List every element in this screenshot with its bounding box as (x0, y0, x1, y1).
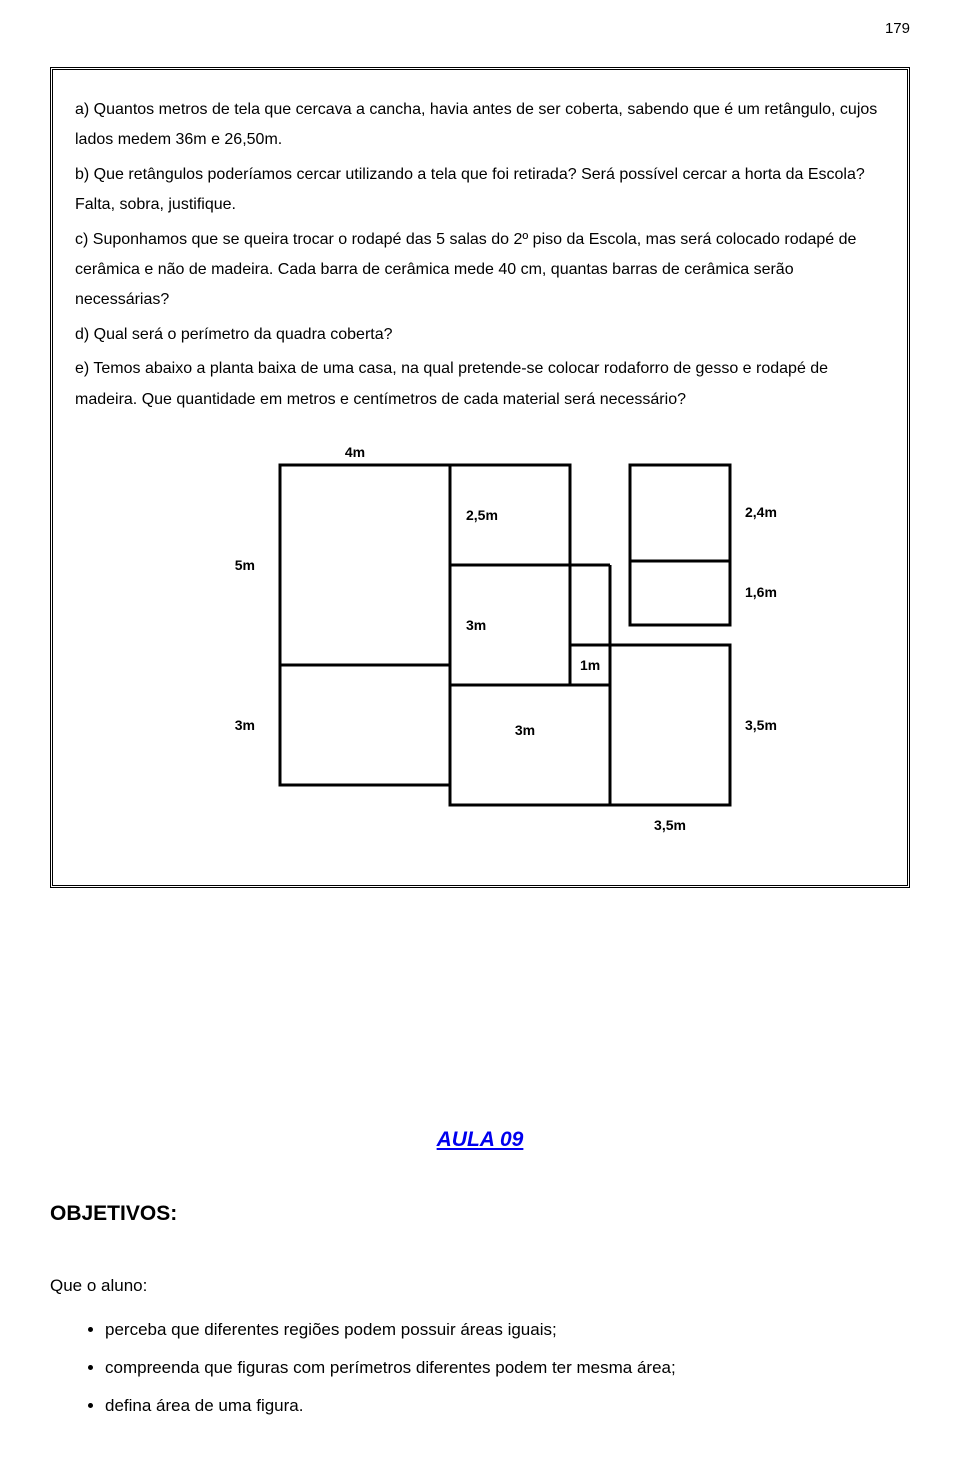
paragraph-e: e) Temos abaixo a planta baixa de uma ca… (75, 354, 885, 415)
label-2-5m: 2,5m (466, 507, 498, 523)
list-item: defina área de uma figura. (105, 1394, 910, 1418)
objetivos-heading: OBJETIVOS: (50, 1202, 910, 1226)
paragraph-c: c) Suponhamos que se queira trocar o rod… (75, 225, 885, 316)
list-item: compreenda que figuras com perímetros di… (105, 1356, 910, 1380)
floor-plan-container: 4m 5m 3m 2,5m 3m 1m 3m 2,4m 1,6m 3,5m 3,… (75, 435, 885, 860)
floor-plan-diagram: 4m 5m 3m 2,5m 3m 1m 3m 2,4m 1,6m 3,5m 3,… (160, 435, 800, 860)
label-3m-left: 3m (235, 717, 255, 733)
label-5m: 5m (235, 557, 255, 573)
page-number: 179 (50, 20, 910, 37)
que-o-aluno: Que o aluno: (50, 1276, 910, 1296)
label-3-5m-bottom: 3,5m (654, 817, 686, 833)
label-2-4m: 2,4m (745, 504, 777, 520)
label-3m-lower: 3m (515, 722, 535, 738)
aula-heading: AULA 09 (50, 1128, 910, 1152)
objectives-list: perceba que diferentes regiões podem pos… (50, 1318, 910, 1417)
label-3m-mid: 3m (466, 617, 486, 633)
paragraph-a: a) Quantos metros de tela que cercava a … (75, 95, 885, 156)
exercise-box: a) Quantos metros de tela que cercava a … (50, 67, 910, 888)
paragraph-d: d) Qual será o perímetro da quadra cober… (75, 320, 885, 350)
label-1m: 1m (580, 657, 600, 673)
label-3-5m-right: 3,5m (745, 717, 777, 733)
label-1-6m: 1,6m (745, 584, 777, 600)
label-4m: 4m (345, 444, 365, 460)
paragraph-b: b) Que retângulos poderíamos cercar util… (75, 160, 885, 221)
list-item: perceba que diferentes regiões podem pos… (105, 1318, 910, 1342)
